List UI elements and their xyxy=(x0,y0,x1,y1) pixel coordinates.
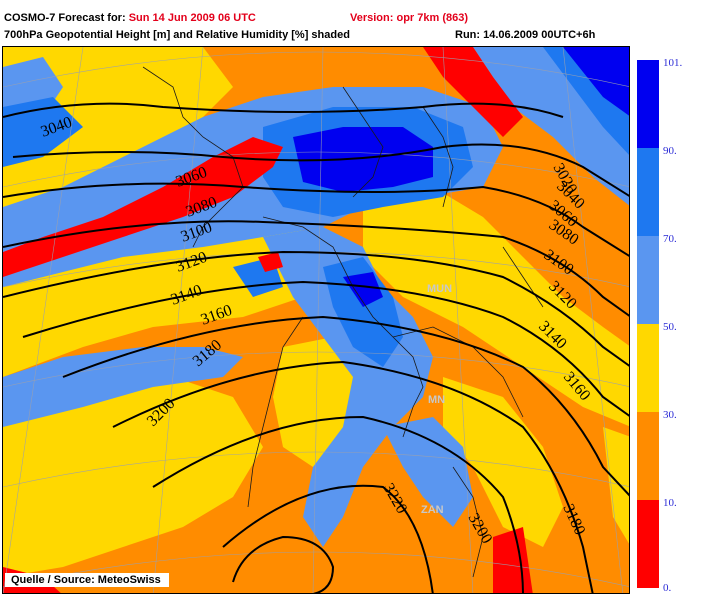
legend-label: 10. xyxy=(663,497,677,509)
source-credit: Quelle / Source: MeteoSwiss xyxy=(5,573,169,587)
forecast-time: Sun 14 Jun 2009 06 UTC xyxy=(128,12,256,24)
map-marker-labels: MUN MN ZAN xyxy=(421,283,452,516)
geopotential-contours xyxy=(3,102,629,593)
legend-swatch-humid xyxy=(637,148,659,236)
legend-swatch-very-humid xyxy=(637,60,659,148)
legend-label: 90. xyxy=(663,145,677,157)
very-humid-areas xyxy=(293,47,629,307)
legend-label: 30. xyxy=(663,409,677,421)
marker-mn: MN xyxy=(428,394,445,406)
legend-label: 50. xyxy=(663,321,677,333)
legend-swatch-moist xyxy=(637,236,659,324)
version-info: Version: opr 7km (863) xyxy=(350,12,468,24)
header-prefix: COSMO-7 Forecast for: xyxy=(4,12,126,24)
legend-label: 70. xyxy=(663,233,677,245)
legend-label: 101. xyxy=(663,57,683,69)
version-label: Version: xyxy=(350,12,394,24)
forecast-map: 3040 3060 3080 3100 3120 3140 3160 3180 … xyxy=(2,46,630,594)
marker-zan: ZAN xyxy=(421,504,444,516)
medium-humidity-areas xyxy=(3,47,629,577)
run-info: Run: 14.06.2009 00UTC+6h xyxy=(455,29,596,41)
legend-label: 0. xyxy=(663,582,672,594)
graticule xyxy=(3,47,629,593)
humidity-legend: 101. 90. 70. 50. 30. 10. 0. xyxy=(637,57,682,594)
legend-swatch-very-dry xyxy=(637,500,659,588)
header-forecast-line: COSMO-7 Forecast for: Sun 14 Jun 2009 06… xyxy=(4,12,256,24)
legend-swatch-medium xyxy=(637,324,659,412)
forecast-map-svg: 3040 3060 3080 3100 3120 3140 3160 3180 … xyxy=(3,47,629,593)
variable-description: 700hPa Geopotential Height [m] and Relat… xyxy=(4,29,350,41)
legend-swatch-dry xyxy=(637,412,659,500)
version-value: opr 7km (863) xyxy=(396,12,468,24)
marker-mun: MUN xyxy=(427,283,452,295)
